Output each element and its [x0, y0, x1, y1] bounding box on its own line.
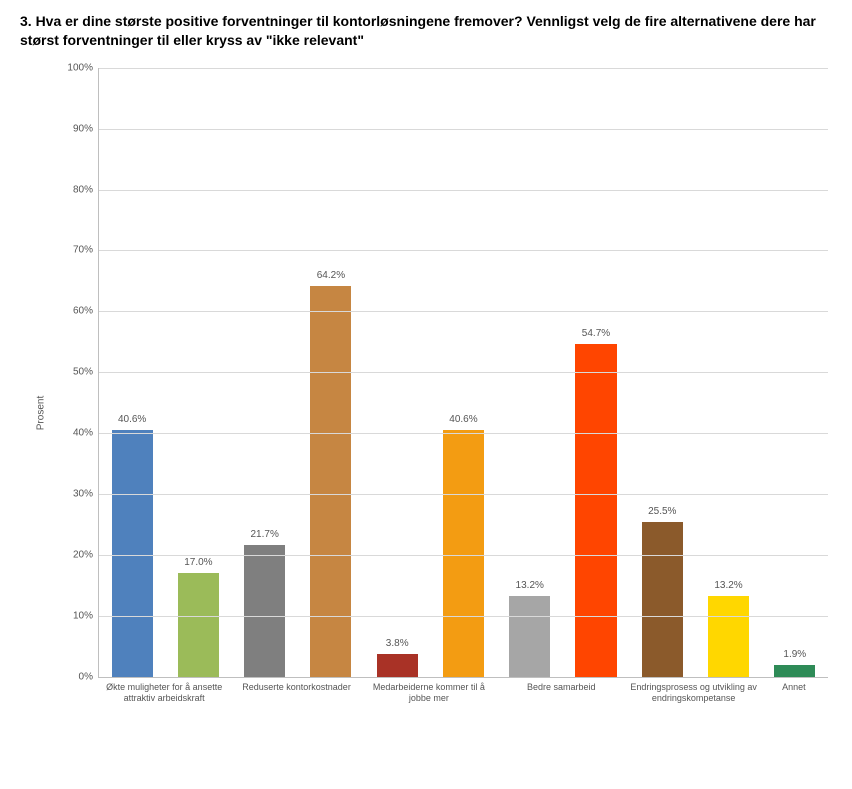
bar-value-label: 25.5%: [648, 506, 676, 517]
y-tick-label: 80%: [61, 184, 93, 195]
y-tick-label: 40%: [61, 428, 93, 439]
x-axis: Økte muligheter for å ansette attraktiv …: [98, 678, 828, 758]
gridline: [99, 250, 828, 251]
bar: 17.0%: [178, 573, 219, 677]
bar: 13.2%: [708, 596, 749, 676]
bar: 54.7%: [575, 344, 616, 677]
bar-value-label: 54.7%: [582, 328, 610, 339]
bar-value-label: 40.6%: [449, 414, 477, 425]
bar-value-label: 21.7%: [250, 529, 278, 540]
bar: 40.6%: [112, 430, 153, 677]
y-tick-label: 50%: [61, 367, 93, 378]
x-category-label: Bedre samarbeid: [495, 678, 627, 758]
gridline: [99, 129, 828, 130]
x-category-label: Medarbeiderne kommer til å jobbe mer: [363, 678, 495, 758]
x-category-label: Annet: [760, 678, 828, 758]
chart-title: 3. Hva er dine største positive forventn…: [20, 12, 830, 50]
y-tick-label: 90%: [61, 123, 93, 134]
y-tick-label: 20%: [61, 549, 93, 560]
gridline: [99, 190, 828, 191]
bar-value-label: 3.8%: [386, 638, 409, 649]
chart-container: 3. Hva er dine største positive forventn…: [0, 0, 852, 789]
gridline: [99, 433, 828, 434]
y-tick-label: 10%: [61, 610, 93, 621]
bar: 1.9%: [774, 665, 815, 677]
x-category-label: Endringsprosess og utvikling av endrings…: [627, 678, 759, 758]
bar: 13.2%: [509, 596, 550, 676]
gridline: [99, 494, 828, 495]
y-axis-label: Prosent: [36, 396, 47, 430]
x-category-label: Økte muligheter for å ansette attraktiv …: [98, 678, 230, 758]
bar-value-label: 64.2%: [317, 270, 345, 281]
plot-area: 40.6% 17.0% 21.7% 64.2% 3.8% 40.6% 13.2% 54.7% 2…: [98, 68, 828, 678]
y-tick-label: 100%: [61, 62, 93, 73]
chart-area: Prosent 40.6%17.0%21.7%64.2%3.8%40.6%13.…: [52, 68, 832, 758]
y-tick-label: 30%: [61, 489, 93, 500]
y-tick-label: 60%: [61, 306, 93, 317]
gridline: [99, 372, 828, 373]
gridline: [99, 311, 828, 312]
bar-value-label: 17.0%: [184, 557, 212, 568]
gridline: [99, 555, 828, 556]
bar-value-label: 40.6%: [118, 414, 146, 425]
bar: 40.6%: [443, 430, 484, 677]
bar: 25.5%: [642, 522, 683, 677]
gridline: [99, 68, 828, 69]
y-tick-label: 70%: [61, 245, 93, 256]
bar: 3.8%: [377, 654, 418, 677]
bar-value-label: 13.2%: [714, 580, 742, 591]
y-tick-label: 0%: [61, 671, 93, 682]
bar: 64.2%: [310, 286, 351, 677]
bar-value-label: 13.2%: [516, 580, 544, 591]
x-category-label: Reduserte kontorkostnader: [230, 678, 362, 758]
gridline: [99, 616, 828, 617]
bar-value-label: 1.9%: [783, 649, 806, 660]
bar: 21.7%: [244, 545, 285, 677]
